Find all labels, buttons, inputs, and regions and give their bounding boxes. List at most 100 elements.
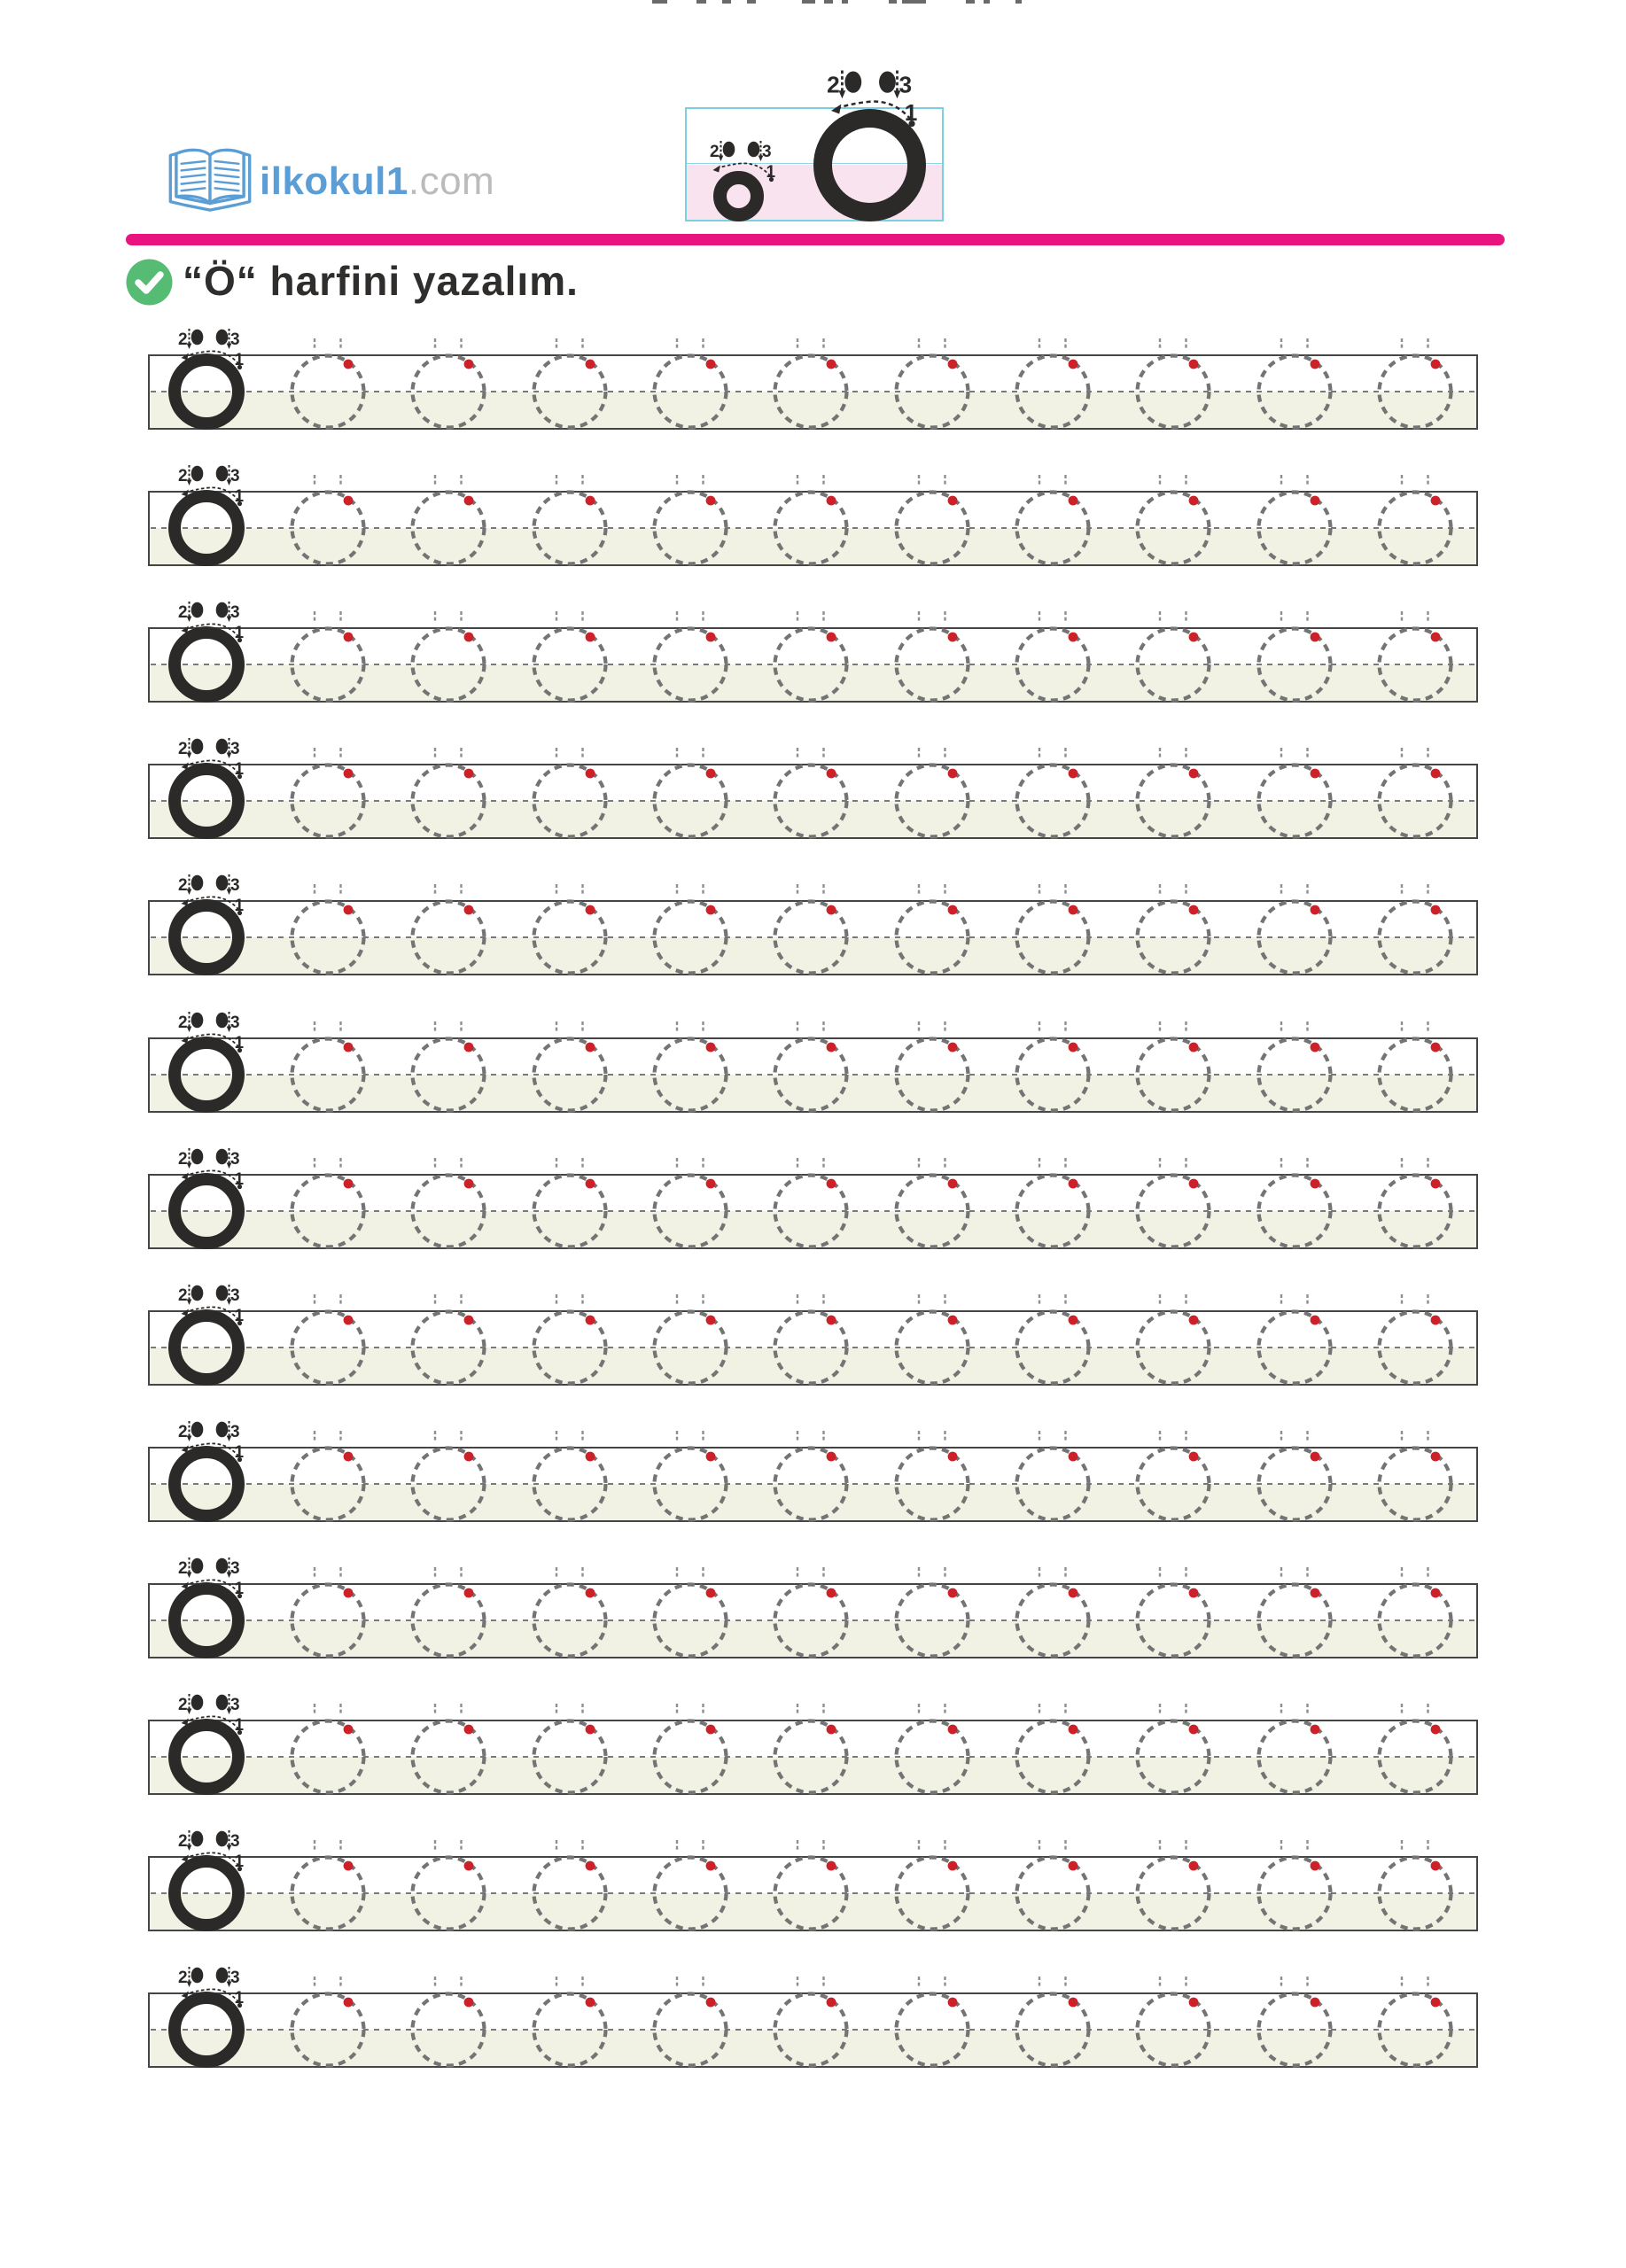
midline-dashed xyxy=(151,1483,1475,1485)
start-dot xyxy=(947,1588,958,1598)
stroke-start-dot xyxy=(237,1729,243,1736)
trace-circle xyxy=(532,1840,608,1931)
start-dot xyxy=(705,905,716,915)
start-dot xyxy=(585,1724,595,1735)
stroke-start-dot xyxy=(237,1320,243,1326)
divider-bar xyxy=(126,234,1505,245)
trace-circles xyxy=(148,748,1478,839)
stroke-start-dot xyxy=(237,1593,243,1599)
crop-artifact xyxy=(652,0,667,4)
trace-circles xyxy=(148,1840,1478,1931)
start-dot xyxy=(705,495,716,506)
trace-circle xyxy=(1135,475,1211,566)
trace-circle xyxy=(652,884,728,975)
start-dot xyxy=(585,1178,595,1189)
start-dot xyxy=(705,768,716,779)
start-dot xyxy=(1188,1724,1199,1735)
trace-circle xyxy=(1256,884,1333,975)
trace-circle xyxy=(1015,1158,1091,1249)
start-dot xyxy=(1430,1451,1441,1462)
crop-artifact xyxy=(966,0,975,4)
stroke-3-label: 3 xyxy=(230,1150,240,1169)
stroke-order-annotation: 2 3 1 xyxy=(175,1145,264,1198)
midline-dashed xyxy=(151,664,1475,665)
start-dot xyxy=(463,632,474,642)
stroke-direction-arc xyxy=(183,1033,240,1048)
trace-circle xyxy=(1135,1704,1211,1795)
start-dot xyxy=(343,359,354,369)
start-dot xyxy=(705,1178,716,1189)
stroke-2-label: 2 xyxy=(178,1286,188,1305)
trace-circle xyxy=(290,338,366,430)
umlaut-dot xyxy=(191,1421,204,1438)
stroke-1-label: 1 xyxy=(235,487,245,506)
start-dot xyxy=(1310,1315,1320,1325)
start-dot xyxy=(947,1315,958,1325)
trace-circle xyxy=(1377,1567,1453,1658)
stroke-order-annotation-svg: 2 3 1 xyxy=(178,1557,245,1599)
stroke-3-label: 3 xyxy=(230,1559,240,1578)
trace-circles xyxy=(148,1294,1478,1386)
practice-row: 2 3 1 xyxy=(148,738,1478,839)
trace-circle xyxy=(894,475,970,566)
stroke-order-annotation: 2 3 1 xyxy=(175,1690,264,1744)
trace-circle xyxy=(532,611,608,703)
stroke-3-label: 3 xyxy=(230,876,240,895)
trace-circle xyxy=(773,884,849,975)
trace-circle xyxy=(1256,1294,1333,1386)
start-dot xyxy=(826,768,836,779)
trace-circle xyxy=(532,748,608,839)
start-dot xyxy=(463,1315,474,1325)
start-dot xyxy=(826,495,836,506)
start-dot xyxy=(1068,495,1078,506)
stroke-2-label: 2 xyxy=(178,603,188,622)
stroke-direction-arc xyxy=(183,486,240,501)
stroke-order-annotation-svg: 2 3 1 xyxy=(178,1421,245,1463)
midline-dashed xyxy=(151,1210,1475,1212)
umlaut-dot xyxy=(215,738,229,755)
trace-circle xyxy=(1256,475,1333,566)
trace-circle xyxy=(773,611,849,703)
start-dot xyxy=(826,1451,836,1462)
start-dot xyxy=(1310,359,1320,369)
umlaut-dot xyxy=(215,1694,229,1711)
stroke-start-dot xyxy=(237,1866,243,1872)
stroke-direction-arc xyxy=(835,100,912,120)
start-dot xyxy=(1310,632,1320,642)
start-dot xyxy=(1310,495,1320,506)
start-dot xyxy=(1068,1997,1078,2008)
start-dot xyxy=(1310,1588,1320,1598)
stroke-order-annotation: 2 3 1 xyxy=(175,598,264,651)
start-dot xyxy=(463,1588,474,1598)
trace-circle xyxy=(1256,611,1333,703)
trace-circle xyxy=(652,1840,728,1931)
umlaut-dot xyxy=(215,1285,229,1301)
trace-circle xyxy=(1135,884,1211,975)
start-dot xyxy=(1188,1997,1199,2008)
trace-circle xyxy=(773,1567,849,1658)
trace-circle xyxy=(773,1294,849,1386)
trace-circle xyxy=(1015,475,1091,566)
trace-circle xyxy=(290,1567,366,1658)
stroke-2-label: 2 xyxy=(178,1150,188,1169)
start-dot xyxy=(947,1724,958,1735)
crop-artifact xyxy=(1015,0,1022,4)
umlaut-dot xyxy=(191,465,204,482)
start-dot xyxy=(947,1178,958,1189)
start-dot xyxy=(705,1860,716,1871)
trace-circle xyxy=(290,748,366,839)
start-dot xyxy=(1068,1724,1078,1735)
trace-circle xyxy=(894,611,970,703)
start-dot xyxy=(463,495,474,506)
trace-circle xyxy=(1015,1567,1091,1658)
start-dot xyxy=(705,632,716,642)
trace-circle xyxy=(773,475,849,566)
umlaut-dot xyxy=(215,329,229,346)
midline-dashed xyxy=(151,936,1475,938)
trace-circles xyxy=(148,475,1478,566)
stroke-order-annotation-svg: 2 3 1 xyxy=(178,1285,245,1326)
stroke-order-annotation-svg: 2 3 1 xyxy=(178,1148,245,1190)
crop-artifact xyxy=(747,0,756,4)
stroke-direction-arc xyxy=(183,1306,240,1321)
stroke-direction-arc xyxy=(183,1715,240,1730)
